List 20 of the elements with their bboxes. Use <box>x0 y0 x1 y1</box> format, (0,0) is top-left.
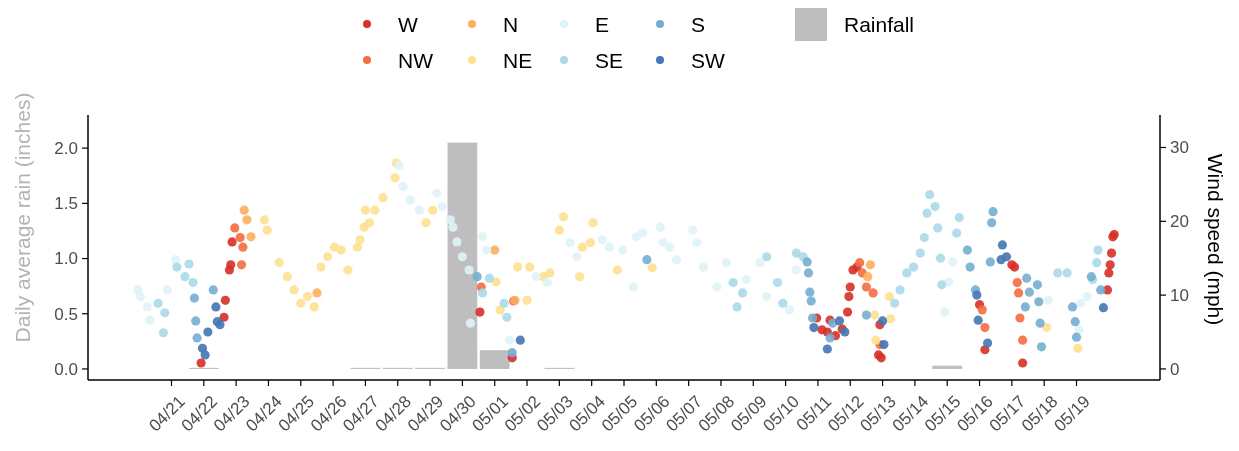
y-tick-label: 1.0 <box>54 249 78 269</box>
y2-tick-label: 30 <box>1170 138 1189 158</box>
legend-label: NE <box>503 48 533 72</box>
y2-axis-title: Wind speed (mph) <box>1204 153 1227 326</box>
y2-tick-label: 20 <box>1170 212 1189 232</box>
legend-label: SE <box>595 48 624 72</box>
legend-label: N <box>503 12 519 36</box>
legend-label: W <box>398 12 418 36</box>
legend-label: NW <box>398 48 434 72</box>
legend-label: SW <box>691 48 726 72</box>
y2-tick-label: 0 <box>1170 359 1180 379</box>
legend-label: E <box>595 12 610 36</box>
legend-label: S <box>691 12 706 36</box>
y-tick-label: 1.5 <box>54 194 78 214</box>
legend-label: Rainfall <box>844 12 915 36</box>
y-axis-title: Daily average rain (inches) <box>11 92 34 343</box>
y-tick-label: 2.0 <box>54 139 78 159</box>
y-tick-label: 0.0 <box>54 359 78 379</box>
y-tick-label: 0.5 <box>54 304 78 324</box>
y2-tick-label: 10 <box>1170 286 1189 306</box>
